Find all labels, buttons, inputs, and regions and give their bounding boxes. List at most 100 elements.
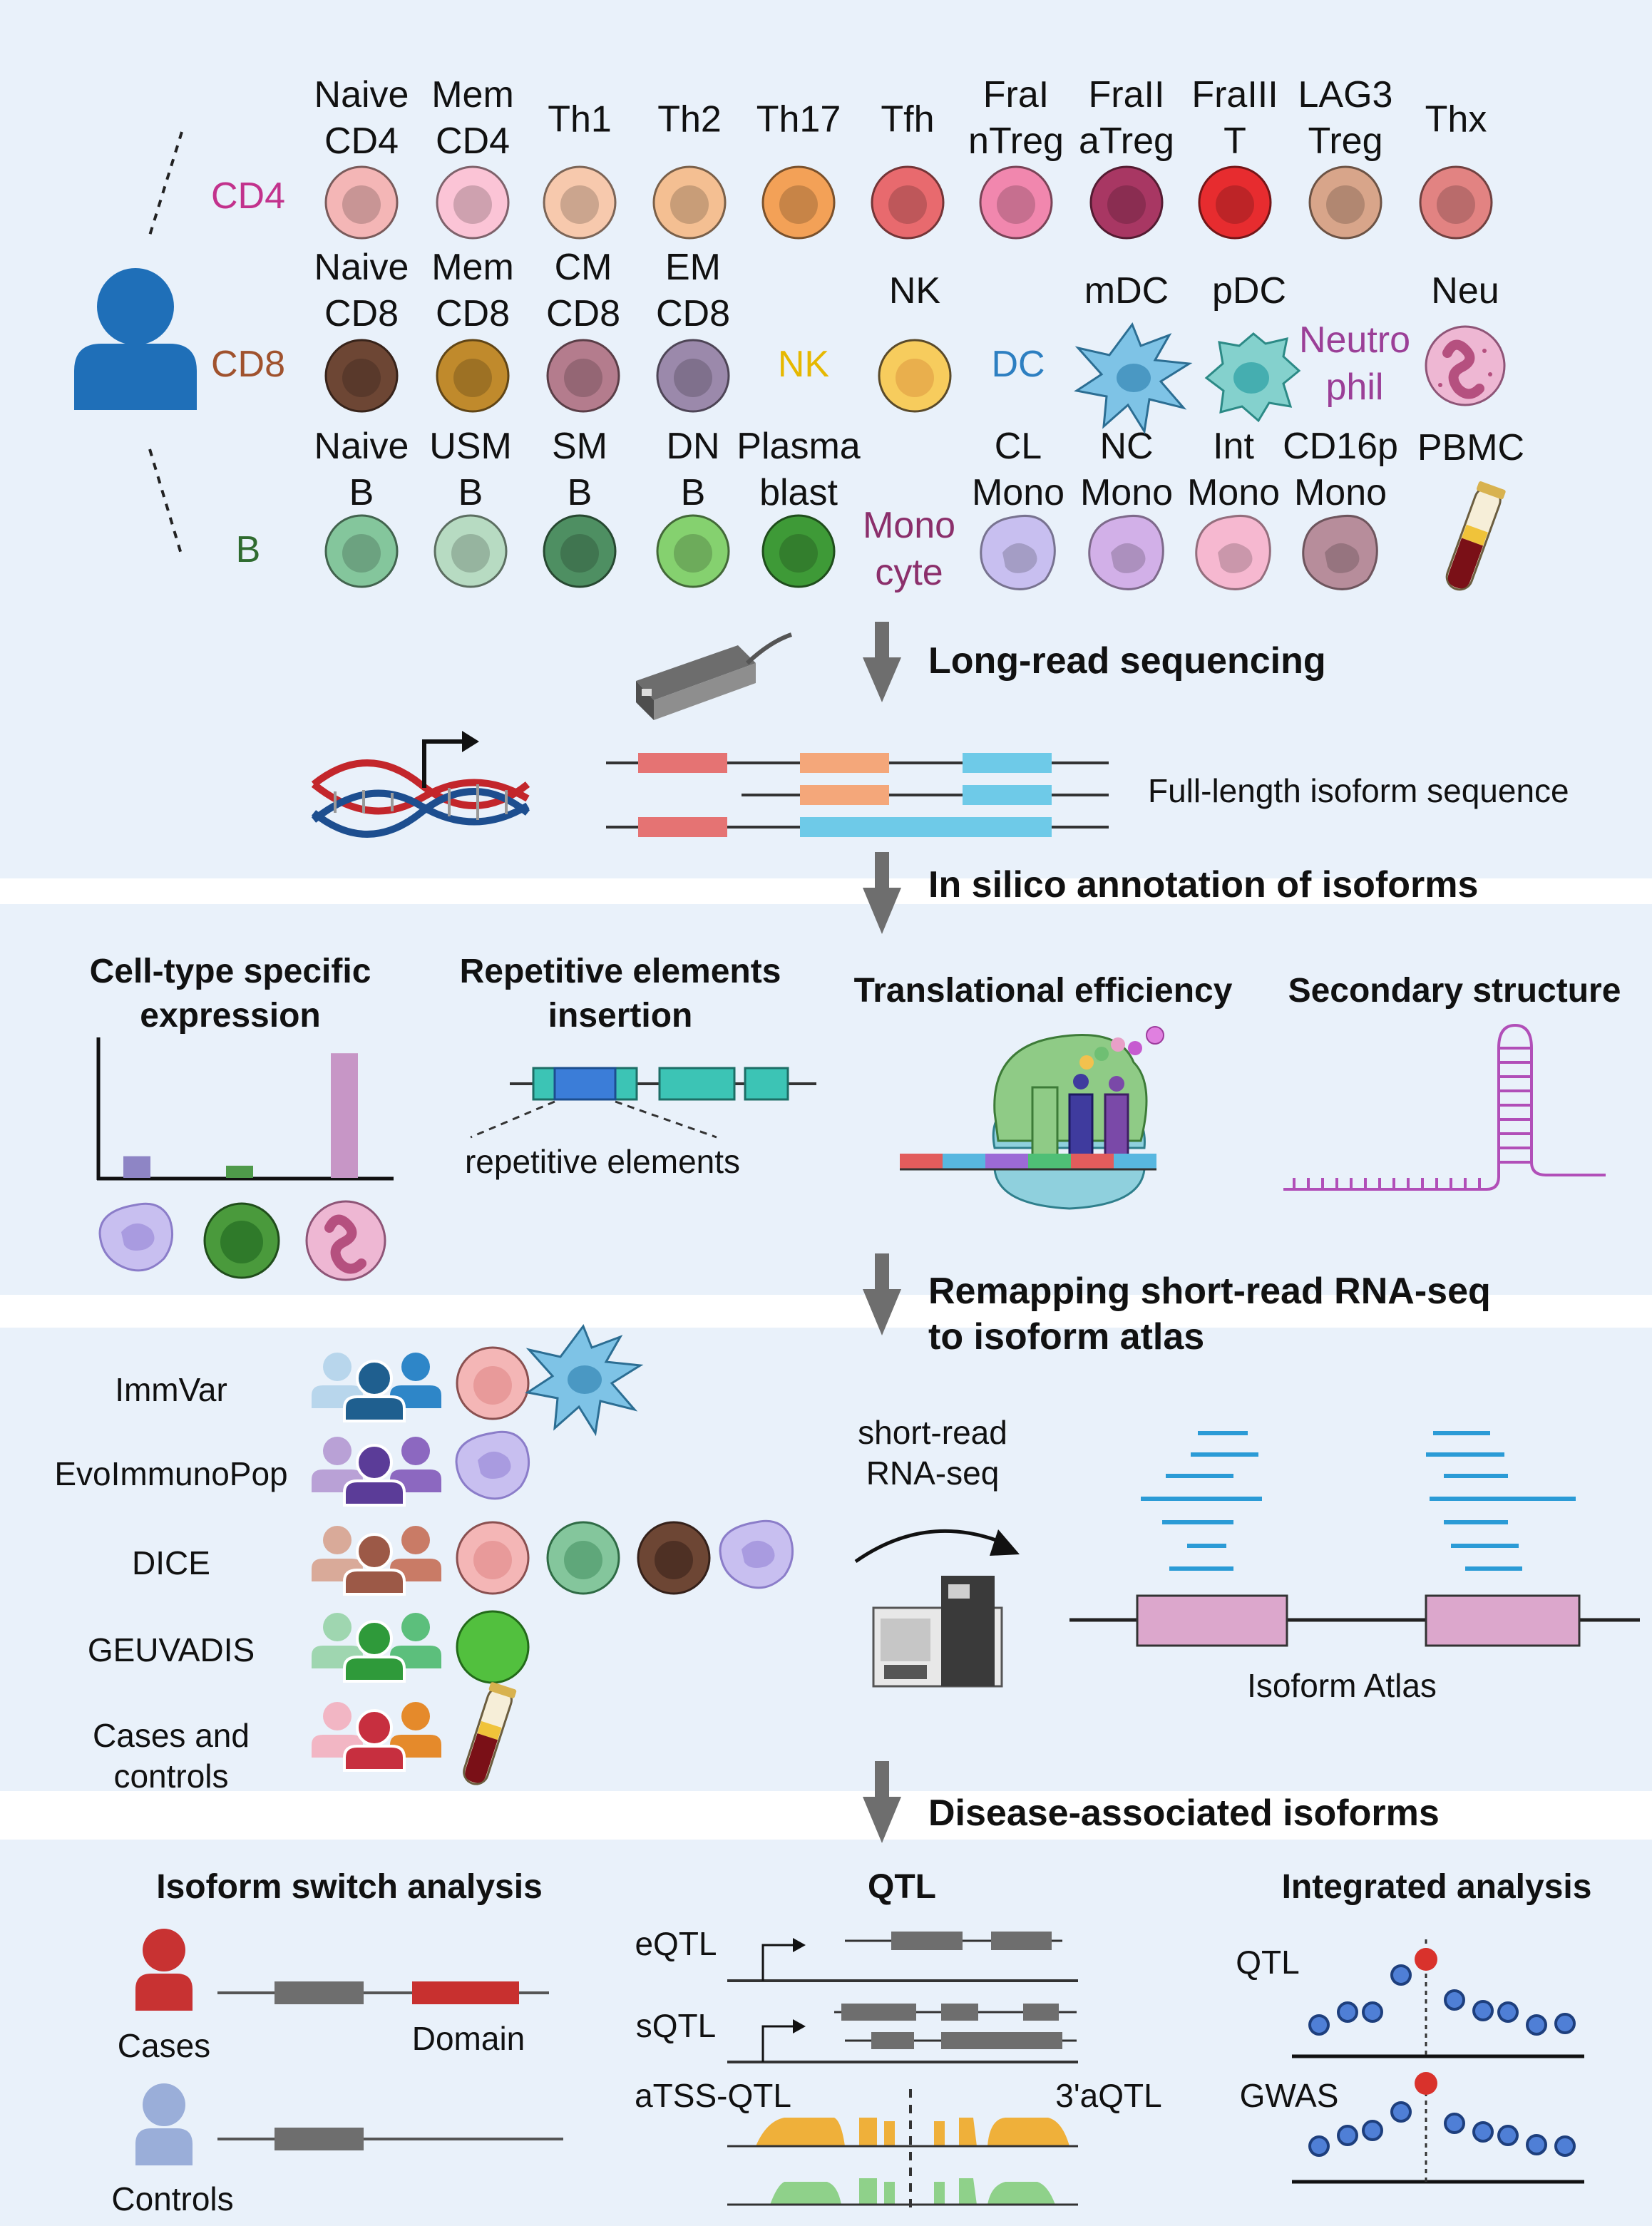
pdc-cell-label: pDC (1212, 270, 1286, 312)
cd4-cell-label-10: Thx (1425, 99, 1487, 140)
b-cell-nucleus-0 (342, 534, 381, 573)
cd4-cell-3: Th2 (652, 99, 727, 240)
donor-person-icon (74, 268, 197, 410)
dataset-3: GEUVADIS (88, 1613, 441, 1683)
b-cell-label-2: SM (552, 426, 607, 467)
controls-label: Controls (111, 2180, 233, 2217)
secondary-structure-title: Secondary structure (1288, 972, 1621, 1010)
group-label-b: B (236, 529, 261, 570)
b-cell-nucleus-2 (560, 534, 599, 573)
cd4-cell-label-6: FraI (983, 74, 1049, 116)
dataset-4: Cases and controls (93, 1702, 441, 1795)
cd4-cell-4: Th17 (756, 99, 841, 240)
cd4-cell-label-1: Mem (431, 74, 514, 116)
b-cell-label-0: Naive (314, 426, 409, 467)
b-cell-nucleus-1 (451, 534, 490, 573)
cd4-cell-nucleus-1 (453, 185, 492, 224)
rna-hairpin-icon (1283, 1023, 1606, 1191)
dataset-name2-4: controls (113, 1758, 228, 1795)
group-label-monocyte-2: cyte (875, 552, 943, 593)
cd8-cell-sublabel-0: CD8 (324, 293, 399, 334)
dice-monocyte-icon (719, 1519, 794, 1589)
integrated-gwas-label: GWAS (1240, 2077, 1339, 2114)
cd8-cell-label-2: CM (555, 247, 612, 288)
cd4-cell-label-0: Naive (314, 74, 409, 116)
cd8-cell-1: Mem CD8 (431, 247, 514, 413)
neutrophil-cell-icon (1425, 325, 1506, 406)
nk-cell-label: NK (889, 270, 941, 312)
sqtl-diagram (727, 2004, 1078, 2063)
down-arrow-3 (863, 1253, 901, 1335)
mono-cell-nucleus-0 (1002, 543, 1037, 573)
group-label-neutrophil-2: phil (1326, 366, 1384, 408)
curved-arrow (854, 1529, 1020, 1564)
cd4-cell-label-4: Th17 (756, 99, 841, 140)
mono-cell-sublabel-2: Mono (1187, 472, 1280, 513)
repetitive-elements-label: repetitive elements (465, 1143, 740, 1180)
cd4-cell-nucleus-10 (1437, 185, 1475, 224)
cases-controls-blood-tube-icon (463, 1682, 517, 1785)
b-cell-label-1: USM (429, 426, 512, 467)
short-read-label-1: short-read (858, 1414, 1007, 1451)
monocyte-cell-icon (98, 1202, 174, 1272)
cd4-cell-sublabel-7: aTreg (1079, 120, 1174, 162)
controls-person-icon (135, 2083, 193, 2165)
panel-cells-sequencing (0, 0, 1652, 878)
isoform-switch-title: Isoform switch analysis (156, 1868, 543, 1906)
mono-cell-nucleus-3 (1325, 543, 1360, 573)
b-cell-sublabel-3: B (681, 472, 706, 513)
b-cell-sublabel-0: B (349, 472, 374, 513)
cd4-cell-sublabel-9: Treg (1308, 120, 1383, 162)
cd4-cell-label-3: Th2 (657, 99, 722, 140)
isoform-transcripts (606, 753, 1109, 837)
step-remapping-line-2: to isoform atlas (928, 1316, 1204, 1358)
cd4-cell-nucleus-3 (670, 185, 709, 224)
cd4-cell-5: Tfh (871, 99, 945, 240)
mono-cell-nucleus-2 (1218, 543, 1253, 573)
cd4-cell-sublabel-1: CD4 (436, 120, 510, 162)
cd8-cell-nucleus-2 (564, 359, 602, 397)
cd8-cell-0: Naive CD8 (314, 247, 409, 413)
mono-cell-nucleus-1 (1111, 543, 1146, 573)
dataset-1: EvoImmunoPop (54, 1437, 441, 1507)
dataset-name-0: ImmVar (115, 1371, 227, 1408)
dna-helix-icon (311, 731, 530, 838)
panel-remapping (0, 1328, 1652, 1791)
mdc-cell-label: mDC (1084, 270, 1169, 312)
cd8-cell-sublabel-2: CD8 (546, 293, 620, 334)
b-cell-nucleus-4 (779, 534, 818, 573)
b-cell-3: DN B (656, 426, 730, 588)
down-arrow-2 (863, 852, 901, 934)
integrated-qtl-label: QTL (1236, 1944, 1299, 1981)
cd4-cell-nucleus-2 (560, 185, 599, 224)
integrated-gwas-plot (1292, 2072, 1584, 2184)
cd4-cell-label-2: Th1 (548, 99, 612, 140)
sequencer-device-icon (636, 632, 792, 720)
eqtl-diagram (727, 1932, 1078, 1982)
down-arrow-1 (863, 622, 901, 702)
cd4-cell-sublabel-6: nTreg (968, 120, 1064, 162)
dice-cd4-cell-icon (456, 1521, 530, 1595)
cd8-cell-nucleus-0 (342, 359, 381, 397)
bracket-line-bottom (148, 448, 183, 557)
mdc-dendritic-cell-icon (1074, 322, 1193, 435)
three-prime-aqtl-label: 3'aQTL (1055, 2077, 1161, 2114)
cd4-cell-10: Thx (1419, 99, 1493, 240)
expression-bar-1 (226, 1165, 253, 1178)
group-label-monocyte-1: Mono (863, 505, 955, 546)
step-in-silico-annotation: In silico annotation of isoforms (928, 864, 1478, 906)
b-cell-2: SM B (543, 426, 617, 588)
step-long-read-sequencing: Long-read sequencing (928, 640, 1326, 682)
down-arrow-4 (863, 1761, 901, 1843)
dice-cd8-cell-icon (637, 1521, 711, 1595)
dataset-list: ImmVar EvoImmunoPop DICE GEUVADIS Cases and c… (54, 1353, 441, 1795)
short-read-sequencer-icon (872, 1576, 1003, 1688)
cell-type-expression-chart (96, 1037, 394, 1181)
cd8-cell-sublabel-1: CD8 (436, 293, 510, 334)
neutrophil-cell-icon-small (305, 1200, 386, 1281)
immvar-dc-cell-icon (525, 1323, 644, 1437)
geuvadis-b-cell-icon (456, 1610, 530, 1684)
dataset-name-3: GEUVADIS (88, 1631, 255, 1668)
